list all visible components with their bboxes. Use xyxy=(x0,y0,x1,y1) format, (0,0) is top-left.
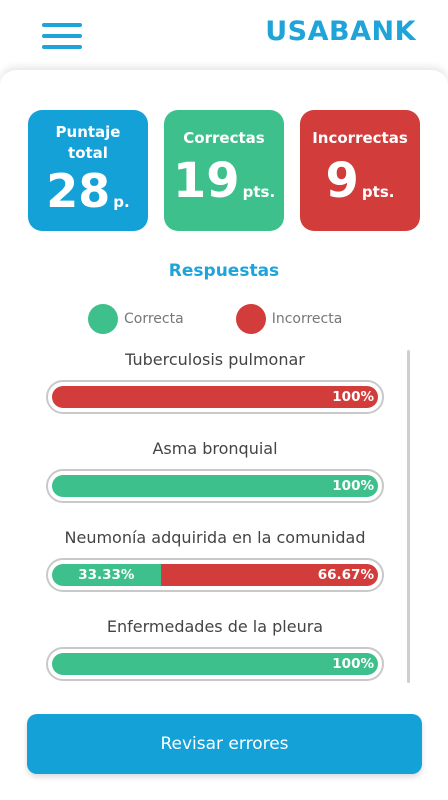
correct-score-value: 19 xyxy=(172,153,240,209)
content-sheet: Puntaje total 28 p. Correctas 19 pts. In… xyxy=(0,70,448,800)
incorrect-score-unit: pts. xyxy=(361,183,395,201)
brand-logo: USABANK xyxy=(265,16,416,47)
answer-progress-bar: 33.33% 66.67% xyxy=(46,558,384,592)
legend-item-correct: Correcta xyxy=(88,304,184,334)
answer-item-title: Asma bronquial xyxy=(152,439,278,458)
correct-percent-label: 33.33% xyxy=(78,567,135,583)
incorrect-segment: 100% xyxy=(52,386,378,408)
incorrect-score-value: 9 xyxy=(325,153,359,209)
total-score-card: Puntaje total 28 p. xyxy=(28,110,148,231)
answer-progress-track: 100% xyxy=(52,653,378,675)
answers-list[interactable]: Tuberculosis pulmonar 100% Asma bronquial 1… xyxy=(0,348,448,683)
menu-line xyxy=(42,34,82,38)
legend-label-incorrect: Incorrecta xyxy=(271,311,343,327)
answer-progress-bar: 100% xyxy=(46,469,384,503)
answer-progress-bar: 100% xyxy=(46,380,384,414)
menu-line xyxy=(42,45,82,49)
answer-item-title: Neumonía adquirida en la comunidad xyxy=(64,528,366,547)
correct-score-card: Correctas 19 pts. xyxy=(164,110,284,231)
answer-item-title: Tuberculosis pulmonar xyxy=(125,350,305,369)
correct-score-label: Correctas xyxy=(183,129,265,147)
answers-legend: Correcta Incorrecta xyxy=(88,304,394,334)
legend-dot-correct xyxy=(88,304,118,334)
legend-dot-incorrect xyxy=(235,304,266,334)
answers-title: Respuestas xyxy=(168,261,280,281)
answer-item: Asma bronquial 100% xyxy=(46,437,384,503)
incorrect-percent-label: 100% xyxy=(332,389,374,405)
answer-progress-track: 33.33% 66.67% xyxy=(52,564,378,586)
incorrect-score-card: Incorrectas 9 pts. xyxy=(300,110,420,231)
correct-segment: 100% xyxy=(52,653,378,675)
correct-percent-label: 100% xyxy=(332,478,374,494)
answer-item: Tuberculosis pulmonar 100% xyxy=(46,348,384,414)
answer-progress-track: 100% xyxy=(52,386,378,408)
menu-line xyxy=(42,23,82,27)
correct-score-unit: pts. xyxy=(242,183,276,201)
answer-progress-track: 100% xyxy=(52,475,378,497)
legend-item-incorrect: Incorrecta xyxy=(235,304,343,334)
total-score-unit: p. xyxy=(113,193,130,211)
incorrect-percent-label: 66.67% xyxy=(317,567,374,583)
answers-scrollbar[interactable] xyxy=(407,350,410,683)
legend-label-correct: Correcta xyxy=(124,311,184,327)
answer-item-title: Enfermedades de la pleura xyxy=(106,617,324,636)
correct-score-value-row: 19 pts. xyxy=(164,149,284,205)
correct-percent-label: 100% xyxy=(332,656,374,672)
hamburger-menu-icon[interactable] xyxy=(42,22,84,50)
answer-item: Neumonía adquirida en la comunidad 33.33%… xyxy=(46,526,384,592)
total-score-label: Puntaje total xyxy=(55,123,121,162)
answer-item: Enfermedades de la pleura 100% xyxy=(46,615,384,681)
incorrect-score-label: Incorrectas xyxy=(312,129,408,147)
total-score-value: 28 xyxy=(46,164,111,218)
review-errors-button[interactable]: Revisar errores xyxy=(27,714,422,774)
incorrect-score-value-row: 9 pts. xyxy=(300,149,420,205)
app-header: USABANK xyxy=(0,0,448,70)
correct-segment: 33.33% xyxy=(52,564,161,586)
correct-segment: 100% xyxy=(52,475,378,497)
total-score-value-row: 28 p. xyxy=(28,168,148,214)
incorrect-segment: 66.67% xyxy=(160,564,378,586)
answer-progress-bar: 100% xyxy=(46,647,384,681)
